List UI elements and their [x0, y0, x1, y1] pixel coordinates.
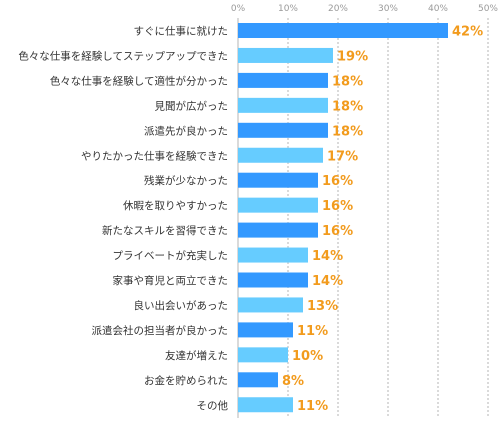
- category-label: 友達が増えた: [165, 349, 228, 362]
- bar: [238, 122, 328, 138]
- value-label: 11%: [297, 399, 328, 414]
- bar: [238, 372, 278, 388]
- value-label: 19%: [337, 49, 368, 64]
- category-label: 派遣先が良かった: [144, 124, 228, 137]
- category-label: 家事や育児と両立できた: [113, 274, 229, 287]
- value-label: 18%: [332, 124, 363, 139]
- category-label: その他: [197, 399, 229, 412]
- bar: [238, 47, 333, 63]
- value-label: 8%: [282, 374, 304, 389]
- value-label: 10%: [292, 349, 323, 364]
- category-label: 休暇を取りやすかった: [123, 200, 228, 212]
- value-label: 42%: [452, 25, 483, 40]
- x-tick-label: 0%: [231, 4, 246, 14]
- value-label: 17%: [327, 149, 358, 164]
- value-label: 14%: [312, 249, 343, 264]
- category-label: 良い出会いがあった: [134, 299, 229, 312]
- value-label: 11%: [297, 324, 328, 339]
- bar: [238, 222, 318, 238]
- value-label: 18%: [332, 99, 363, 114]
- bar: [238, 272, 308, 288]
- category-label: 色々な仕事を経験してステップアップできた: [18, 49, 228, 62]
- bar: [238, 347, 288, 363]
- bar: [238, 297, 303, 313]
- x-tick-label: 30%: [378, 4, 398, 14]
- bar: [238, 322, 293, 338]
- category-label: 残業が少なかった: [144, 174, 228, 187]
- value-label: 16%: [322, 199, 353, 214]
- category-label: 色々な仕事を経験して適性が分かった: [50, 74, 228, 87]
- x-axis-ticks: 0% 10% 20% 30% 40% 50%: [231, 4, 499, 14]
- category-label: 派遣会社の担当者が良かった: [92, 324, 229, 337]
- bar: [238, 97, 328, 113]
- category-label: お金を貯められた: [144, 374, 228, 387]
- category-label: すぐに仕事に就けた: [134, 25, 229, 38]
- bars: [238, 23, 448, 413]
- value-label: 14%: [312, 274, 343, 289]
- category-labels: すぐに仕事に就けた色々な仕事を経験してステップアップできた色々な仕事を経験して適…: [18, 25, 228, 412]
- category-label: やりたかった仕事を経験できた: [81, 149, 228, 162]
- category-label: 新たなスキルを習得できた: [102, 224, 228, 237]
- x-tick-label: 40%: [428, 4, 448, 14]
- category-label: 見聞が広がった: [155, 99, 229, 112]
- value-label: 16%: [322, 224, 353, 239]
- bar: [238, 23, 448, 38]
- category-label: プライベートが充実した: [113, 249, 229, 262]
- value-label: 18%: [332, 74, 363, 89]
- x-tick-label: 10%: [278, 4, 298, 14]
- bar: [238, 197, 318, 213]
- bar: [238, 397, 293, 413]
- value-label: 16%: [322, 174, 353, 189]
- bar: [238, 247, 308, 263]
- value-labels: 42% 19% 18% 18% 18% 17% 16% 16% 16% 14% 14% 13% 11% 1…: [282, 25, 483, 414]
- x-tick-label: 50%: [478, 4, 498, 14]
- bar: [238, 72, 328, 88]
- value-label: 13%: [307, 299, 338, 314]
- bar: [238, 172, 318, 188]
- bar: [238, 147, 323, 163]
- x-tick-label: 20%: [328, 4, 348, 14]
